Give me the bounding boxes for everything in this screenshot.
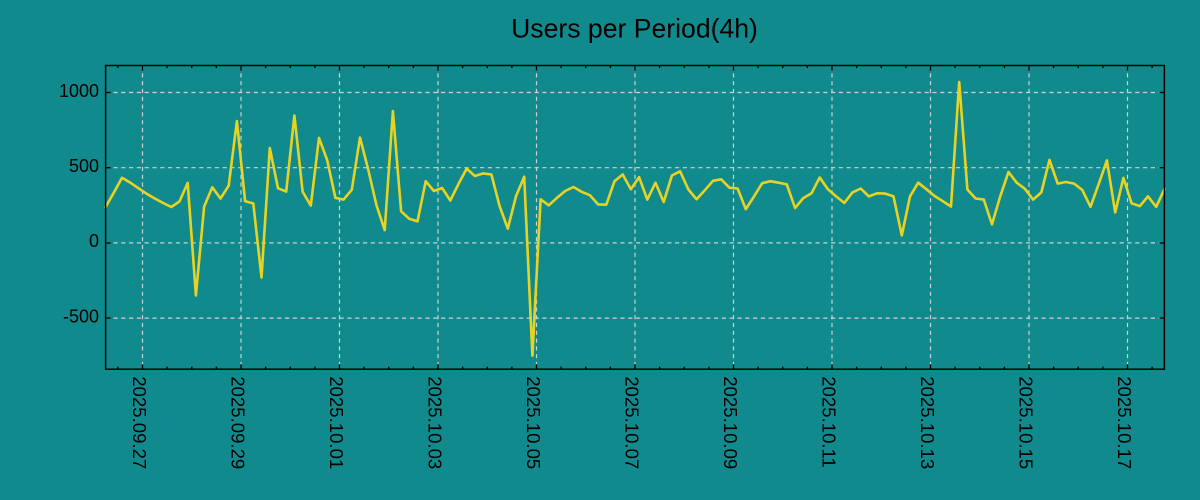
svg-text:2025.10.15: 2025.10.15 — [1016, 376, 1037, 469]
svg-text:2025.10.17: 2025.10.17 — [1114, 376, 1135, 469]
svg-text:2025.10.09: 2025.10.09 — [720, 376, 741, 469]
svg-text:500: 500 — [69, 156, 99, 176]
svg-text:2025.10.03: 2025.10.03 — [425, 376, 446, 469]
svg-text:2025.09.27: 2025.09.27 — [129, 376, 150, 469]
svg-text:2025.10.11: 2025.10.11 — [819, 376, 840, 468]
svg-text:2025.10.13: 2025.10.13 — [917, 376, 938, 469]
svg-text:2025.10.01: 2025.10.01 — [326, 376, 347, 469]
svg-text:2025.09.29: 2025.09.29 — [228, 376, 249, 469]
svg-text:1000: 1000 — [59, 81, 99, 101]
svg-text:2025.10.05: 2025.10.05 — [523, 376, 544, 469]
svg-text:Users per Period(4h): Users per Period(4h) — [511, 13, 758, 43]
svg-text:-500: -500 — [63, 306, 99, 326]
svg-text:0: 0 — [89, 231, 99, 251]
svg-text:2025.10.07: 2025.10.07 — [622, 376, 643, 469]
